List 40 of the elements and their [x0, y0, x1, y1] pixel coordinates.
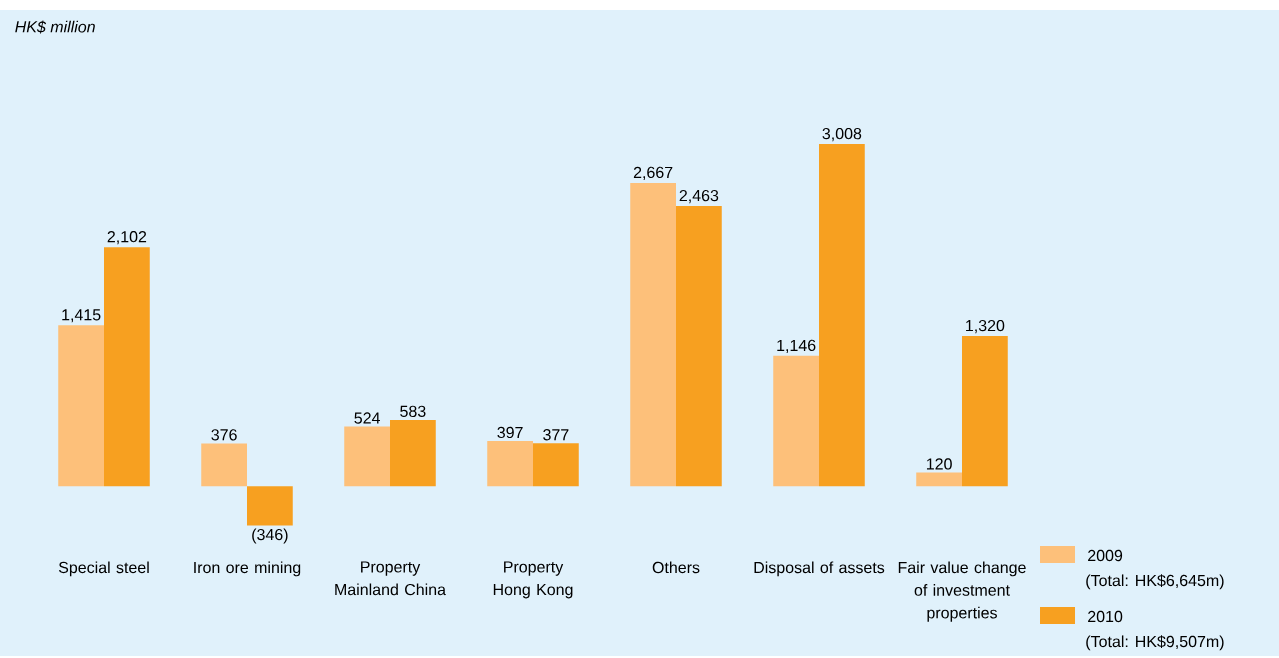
bar	[630, 182, 676, 487]
data-label: 2,667	[633, 166, 673, 180]
bar	[487, 441, 533, 487]
x-tick-label: Disposal of assets	[754, 561, 885, 577]
x-tick-label: Others	[652, 561, 700, 574]
data-label: 524	[354, 412, 380, 424]
x-tick-label: Property Mainland China	[335, 561, 446, 596]
legend-label: 2010	[1088, 610, 1123, 623]
data-label: 3,008	[822, 127, 862, 142]
x-tick-label: Iron ore mining	[194, 561, 301, 577]
data-label: 1,146	[777, 339, 816, 353]
data-label: 2,102	[107, 231, 147, 245]
text: (Total: HK$6,645m)	[1086, 574, 1224, 590]
x-tick-label: Property Hong Kong	[493, 561, 573, 599]
data-label: 120	[926, 458, 952, 470]
bar	[247, 486, 293, 526]
bar	[533, 443, 579, 487]
data-label: 376	[211, 429, 237, 441]
bar	[58, 325, 104, 487]
legend-label: 2009	[1088, 549, 1123, 562]
x-tick-label: Special steel	[58, 561, 149, 577]
bar	[916, 472, 962, 487]
data-label: 2,463	[679, 189, 719, 204]
bar	[390, 419, 436, 487]
bar	[344, 426, 390, 487]
data-label: 397	[497, 426, 523, 439]
data-label: 1,415	[62, 309, 101, 323]
x-tick-label: Fair value change of investment properties	[898, 561, 1026, 622]
bar	[104, 247, 150, 487]
bar	[676, 206, 722, 487]
data-label: 1,320	[966, 319, 1005, 334]
bar	[201, 443, 247, 487]
data-label: (346)	[252, 528, 288, 544]
bar	[819, 144, 865, 487]
data-label: 377	[543, 429, 569, 441]
text: HK$ million	[15, 20, 95, 34]
data-label: 583	[400, 405, 426, 417]
bar	[773, 355, 819, 487]
text: (Total: HK$9,507m)	[1086, 635, 1224, 651]
bar	[962, 336, 1008, 487]
